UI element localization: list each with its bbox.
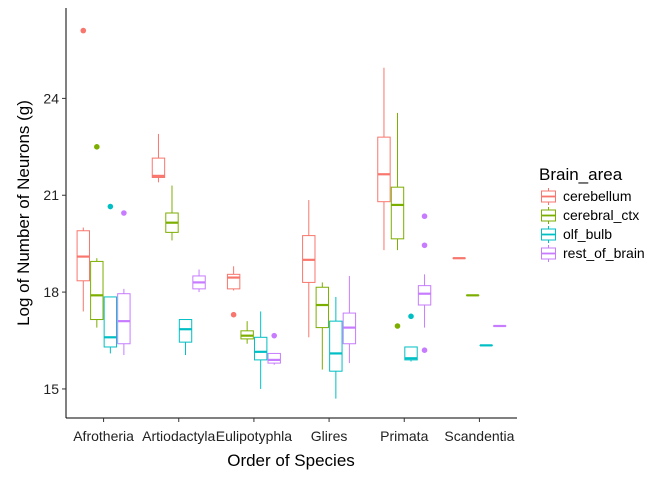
x-tick-label: Artiodactyla (142, 428, 215, 444)
box-rest_of_brain-primata (417, 213, 432, 354)
box-rest_of_brain-eulipotyphla (267, 332, 281, 365)
x-tick-label: Glires (311, 428, 348, 444)
box-body (404, 346, 418, 361)
box-olf_bulb-afrotheria (103, 203, 118, 354)
outlier-point (230, 311, 237, 318)
axes: 15 18 21 24 Afrotheria Artiodactyla Eulipotyph… (43, 8, 517, 444)
box-body (390, 186, 405, 240)
box-cerebral_ctx-glires (315, 282, 330, 370)
x-tick-label: Primata (380, 428, 428, 444)
box-body (267, 352, 281, 364)
outlier-point (80, 27, 87, 34)
box-cerebral_ctx-afrotheria (90, 144, 104, 328)
outlier-point (421, 213, 428, 220)
y-tick-label: 24 (43, 90, 59, 106)
outlier-point (408, 313, 414, 320)
box-cerebellum-eulipotyphla (226, 266, 241, 318)
outlier-point (271, 332, 278, 339)
legend-entry-rest_of_brain: rest_of_brain (541, 245, 645, 262)
box-body (103, 296, 118, 348)
legend-label: cerebellum (563, 188, 631, 204)
box-body (315, 286, 330, 329)
box-body (329, 320, 343, 372)
box-olf_bulb-artiodactyla (178, 319, 193, 356)
y-tick-label: 15 (43, 381, 59, 397)
box-cerebellum-artiodactyla (151, 133, 166, 183)
box-body (151, 157, 166, 178)
box-body (117, 293, 131, 345)
box-body (417, 285, 432, 306)
box-olf_bulb-glires (329, 296, 343, 399)
outlier-point (421, 242, 428, 249)
box-body (178, 319, 193, 343)
legend-title: Brain_area (539, 165, 623, 184)
box-olf_bulb-eulipotyphla (253, 311, 268, 389)
x-tick-label: Afrotheria (73, 428, 134, 444)
box-rest_of_brain-afrotheria (117, 210, 131, 356)
x-tick-label: Scandentia (444, 428, 514, 444)
box-olf_bulb-primata (404, 313, 418, 362)
legend-label: cerebral_ctx (563, 207, 639, 223)
box-cerebral_ctx-artiodactyla (165, 185, 179, 241)
legend-entry-cerebellum: cerebellum (541, 188, 631, 205)
box-body (253, 336, 268, 361)
legend-label: olf_bulb (563, 226, 612, 242)
box-body (90, 260, 104, 321)
outlier-point (107, 203, 114, 210)
box-cerebral_ctx-eulipotyphla (240, 321, 254, 344)
y-axis-title: Log of Number of Neurons (g) (14, 100, 33, 326)
outlier-point (94, 144, 100, 150)
plot-area (76, 27, 507, 399)
box-rest_of_brain-glires (342, 275, 357, 364)
outlier-point (394, 323, 401, 329)
legend-entry-cerebral_ctx: cerebral_ctx (541, 207, 639, 224)
box-rest_of_brain-artiodactyla (192, 269, 206, 293)
y-tick-label: 18 (43, 284, 59, 300)
box-body (377, 136, 391, 203)
outlier-point (421, 347, 428, 354)
box-cerebellum-afrotheria (76, 27, 90, 312)
legend: Brain_area cerebellum cerebral_ctx olf_bul… (539, 165, 645, 262)
box-cerebellum-primata (377, 67, 391, 251)
outlier-point (121, 210, 127, 216)
legend-entry-olf_bulb: olf_bulb (541, 226, 612, 243)
box-cerebral_ctx-primata (390, 112, 405, 329)
y-tick-label: 21 (43, 187, 59, 203)
box-cerebellum-glires (302, 200, 316, 338)
legend-label: rest_of_brain (563, 245, 645, 261)
x-axis-title: Order of Species (227, 451, 355, 470)
x-tick-label: Eulipotyphla (216, 428, 292, 444)
